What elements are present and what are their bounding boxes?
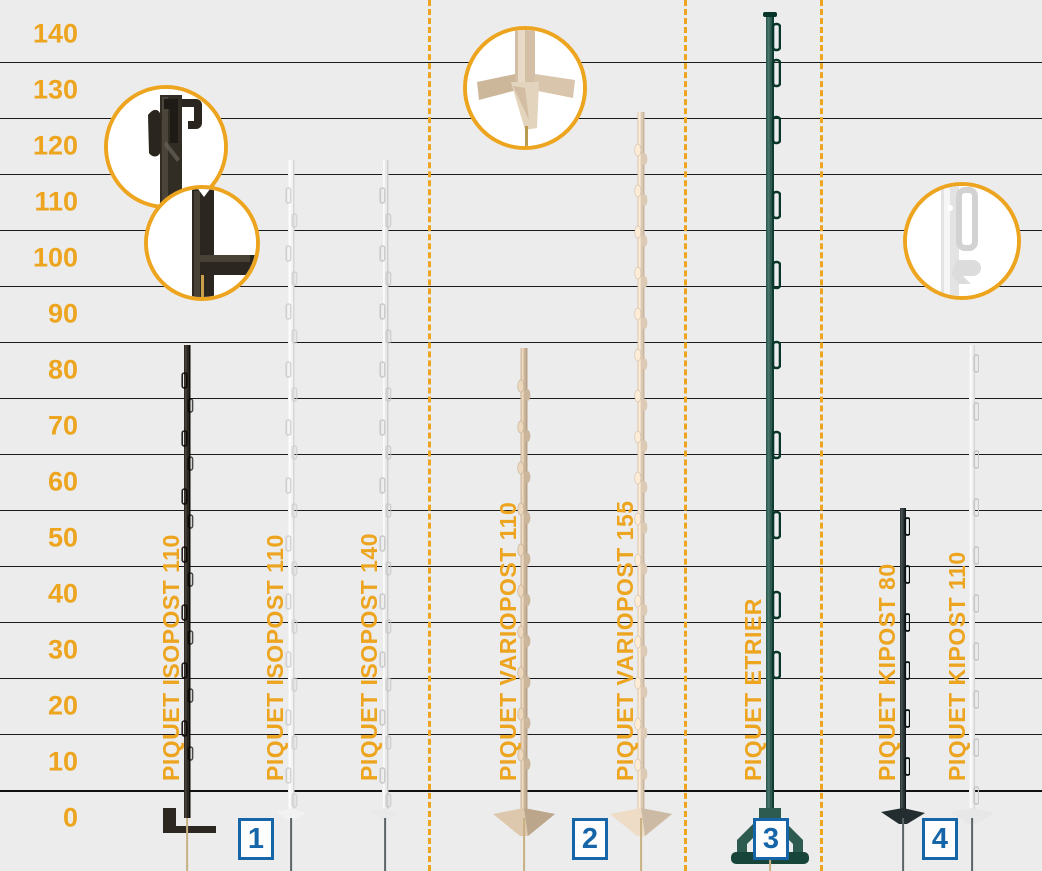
spike-shaft: [186, 818, 189, 871]
product-label-7: PIQUET KIPOST 80: [874, 563, 900, 781]
y-tick-70: 70: [47, 410, 78, 441]
y-tick-30: 30: [47, 634, 78, 665]
y-tick-20: 20: [47, 690, 78, 721]
spike-shaft: [384, 818, 387, 871]
foot-plate: [881, 808, 925, 824]
product-label-5: PIQUET VARIOPOST 155: [612, 500, 638, 781]
foot-plate: [162, 808, 216, 833]
product-label-6: PIQUET ETRIER: [740, 598, 766, 781]
group-separator-1: [428, 0, 431, 871]
spike-shaft: [523, 818, 526, 871]
product-label-4: PIQUET VARIOPOST 110: [495, 501, 521, 781]
ground-spike: [383, 818, 388, 871]
post-kipost-black: [881, 508, 925, 871]
gridline-80: [0, 342, 1042, 343]
post-shaft: [181, 345, 194, 818]
product-label-1: PIQUET ISOPOST 110: [158, 534, 184, 781]
group-separator-2: [684, 0, 687, 871]
spike-shaft: [902, 818, 905, 871]
post-shaft: [634, 112, 648, 818]
y-tick-60: 60: [47, 466, 78, 497]
post-foot: [881, 808, 925, 824]
group-badge-3[interactable]: 3: [753, 818, 789, 860]
y-tick-100: 100: [32, 242, 78, 273]
product-label-2: PIQUET ISOPOST 110: [262, 534, 288, 781]
ground-spike: [970, 818, 975, 871]
foot-plate: [276, 808, 306, 820]
post-shaft: [285, 160, 298, 818]
post-shaft: [900, 508, 911, 818]
y-tick-130: 130: [32, 74, 78, 105]
y-tick-0: 0: [62, 802, 78, 833]
inset-isopost-foot-detail: [144, 185, 260, 301]
post-isopost-white: [276, 160, 306, 871]
spike-shaft: [290, 818, 293, 871]
gridline-110: [0, 174, 1042, 175]
spike-shaft: [640, 818, 643, 871]
product-label-3: PIQUET ISOPOST 140: [356, 532, 382, 781]
post-foot: [370, 808, 400, 823]
y-tick-140: 140: [32, 18, 78, 49]
post-variopost: [493, 348, 555, 871]
ground-spike: [901, 818, 906, 871]
post-isopost-white: [370, 160, 400, 871]
group-badge-4[interactable]: 4: [922, 818, 958, 860]
post-shaft: [763, 12, 782, 818]
ground-spike: [639, 818, 644, 871]
y-tick-40: 40: [47, 578, 78, 609]
foot-plate: [370, 808, 400, 820]
post-foot: [276, 808, 306, 823]
y-tick-120: 120: [32, 130, 78, 161]
y-tick-10: 10: [47, 746, 78, 777]
y-tick-90: 90: [47, 298, 78, 329]
post-shaft: [379, 160, 392, 818]
post-shaft: [969, 345, 980, 818]
group-badge-2[interactable]: 2: [572, 818, 608, 860]
inset-kipost-clip-detail: [903, 182, 1021, 300]
post-kipost-white: [950, 345, 994, 871]
post-foot: [161, 808, 217, 833]
y-tick-50: 50: [47, 522, 78, 553]
y-tick-80: 80: [47, 354, 78, 385]
post-foot: [950, 808, 994, 824]
group-badge-1[interactable]: 1: [238, 818, 274, 860]
spike-shaft: [971, 818, 974, 871]
group-separator-3: [820, 0, 823, 871]
foot-plate: [950, 808, 994, 824]
inset-variopost-foot-detail: [463, 26, 587, 150]
gridline-90: [0, 286, 1042, 287]
post-isopost-black: [162, 345, 216, 871]
gridline-100: [0, 230, 1042, 231]
product-label-8: PIQUET KIPOST 110: [944, 551, 970, 781]
ground-spike: [185, 818, 190, 871]
post-variopost: [610, 112, 672, 871]
post-shaft: [517, 348, 531, 818]
ground-spike: [522, 818, 527, 871]
ground-spike: [289, 818, 294, 871]
y-tick-110: 110: [34, 186, 78, 217]
